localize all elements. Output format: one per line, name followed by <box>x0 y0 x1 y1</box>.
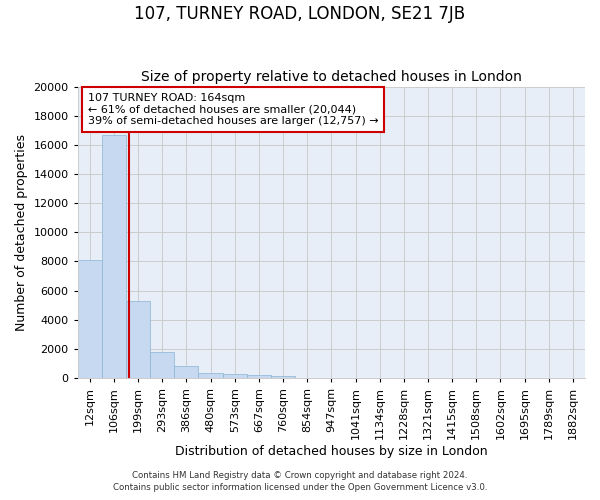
Bar <box>223 374 247 378</box>
Text: 107 TURNEY ROAD: 164sqm
← 61% of detached houses are smaller (20,044)
39% of sem: 107 TURNEY ROAD: 164sqm ← 61% of detache… <box>88 93 379 126</box>
Bar <box>126 300 150 378</box>
Bar <box>247 375 271 378</box>
Title: Size of property relative to detached houses in London: Size of property relative to detached ho… <box>141 70 522 85</box>
Bar <box>175 366 199 378</box>
Bar <box>199 374 223 378</box>
Text: Contains HM Land Registry data © Crown copyright and database right 2024.
Contai: Contains HM Land Registry data © Crown c… <box>113 471 487 492</box>
Text: 107, TURNEY ROAD, LONDON, SE21 7JB: 107, TURNEY ROAD, LONDON, SE21 7JB <box>134 5 466 23</box>
Bar <box>78 260 102 378</box>
Y-axis label: Number of detached properties: Number of detached properties <box>15 134 28 331</box>
Bar <box>102 135 126 378</box>
Bar <box>271 376 295 378</box>
Bar <box>150 352 175 378</box>
X-axis label: Distribution of detached houses by size in London: Distribution of detached houses by size … <box>175 444 488 458</box>
